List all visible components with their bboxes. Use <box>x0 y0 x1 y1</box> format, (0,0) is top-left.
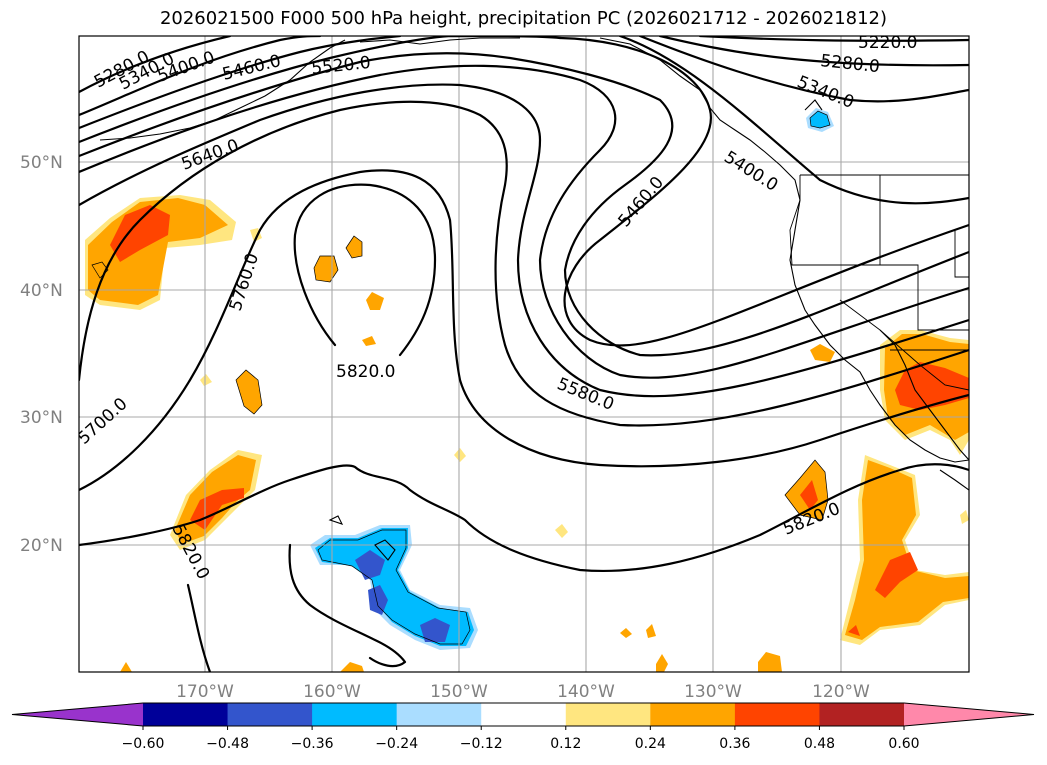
lon-label-140w: 140°W <box>557 682 615 702</box>
colorbar-tick-label: 0.60 <box>888 736 919 752</box>
lon-label-150w: 150°W <box>430 682 488 702</box>
lat-label-50: 50°N <box>20 153 63 173</box>
lat-label-20: 20°N <box>20 536 63 556</box>
lon-label-130w: 130°W <box>684 682 742 702</box>
colorbar-segment <box>481 703 567 726</box>
precip-negative-shading <box>310 108 834 650</box>
map-title: 2026021500 F000 500 hPa height, precipit… <box>159 8 888 29</box>
colorbar-segment <box>227 703 313 726</box>
precip-positive-shading <box>85 195 969 672</box>
colorbar-tick-label: −0.12 <box>460 736 503 752</box>
colorbar-tick-label: −0.60 <box>122 736 165 752</box>
latitude-labels: 50°N 40°N 30°N 20°N <box>20 153 63 556</box>
colorbar-segment <box>143 703 229 726</box>
colorbar-extend-low <box>12 703 143 726</box>
colorbar-segment <box>650 703 736 726</box>
lat-label-30: 30°N <box>20 408 63 428</box>
colorbar-tick-label: 0.12 <box>550 736 581 752</box>
colorbar-tick-label: −0.24 <box>375 736 418 752</box>
height-contours <box>79 36 969 672</box>
contour-label: 5820.0 <box>336 362 395 382</box>
map-area <box>79 36 969 672</box>
colorbar-segment <box>396 703 482 726</box>
lat-label-40: 40°N <box>20 281 63 301</box>
colorbar-segment <box>734 703 820 726</box>
graticule <box>79 36 969 672</box>
lon-label-120w: 120°W <box>812 682 870 702</box>
longitude-labels: 170°W 160°W 150°W 140°W 130°W 120°W <box>176 682 870 702</box>
lon-label-170w: 170°W <box>176 682 234 702</box>
map-frame <box>78 35 970 673</box>
colorbar-tick-label: 0.36 <box>719 736 750 752</box>
colorbar-segment <box>312 703 398 726</box>
lon-label-160w: 160°W <box>303 682 361 702</box>
colorbar-segment <box>819 703 905 726</box>
colorbar-extend-high <box>904 703 1034 726</box>
colorbar-tick-label: −0.36 <box>291 736 334 752</box>
precip-outlines <box>91 110 831 645</box>
colorbar-tick-label: −0.48 <box>206 736 249 752</box>
contour-label: 5220.0 <box>858 33 917 53</box>
colorbar-segment <box>565 703 651 726</box>
colorbar-tick-label: 0.48 <box>804 736 835 752</box>
colorbar-tick-label: 0.24 <box>635 736 666 752</box>
colorbar: −0.60 −0.48 −0.36 −0.24 −0.12 0.12 0.24 0.36 0.4… <box>11 702 1035 752</box>
